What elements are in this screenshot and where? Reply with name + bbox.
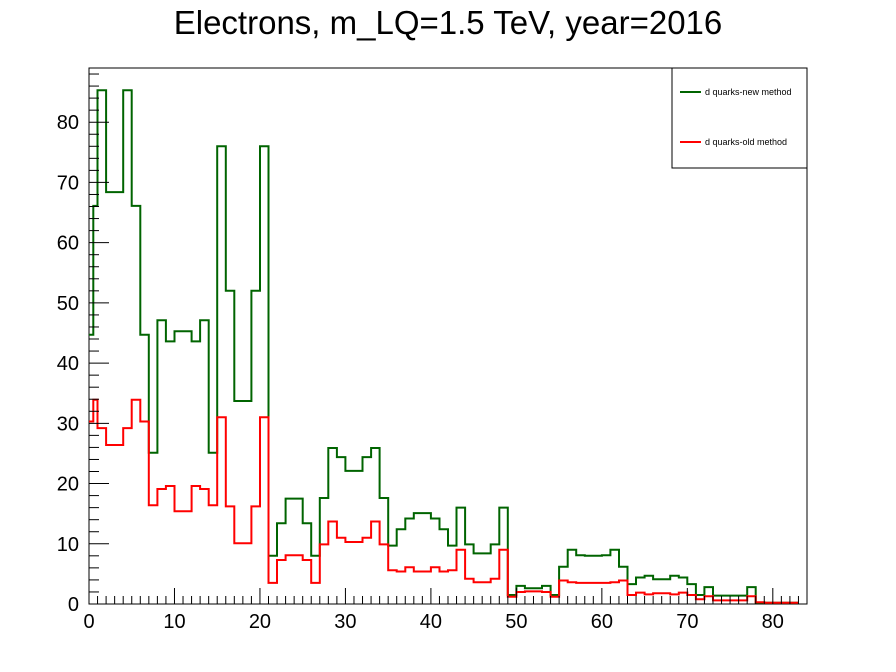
legend: d quarks-new method d quarks-old method [671, 67, 808, 169]
x-tick-label: 10 [163, 611, 185, 633]
legend-box [671, 67, 808, 169]
x-tick-label: 60 [591, 611, 613, 633]
y-tick-label: 0 [68, 594, 79, 616]
chart-title: Electrons, m_LQ=1.5 TeV, year=2016 [174, 4, 723, 41]
series-layer [89, 89, 799, 604]
y-tick-label: 30 [57, 413, 79, 435]
x-tick-label: 80 [762, 611, 784, 633]
series-line-1 [89, 398, 799, 604]
y-tick-label: 60 [57, 233, 79, 255]
y-tick-label: 50 [57, 293, 79, 315]
x-tick-label: 20 [249, 611, 271, 633]
tick-label-layer: 0 10 20 30 40 50 60 70 80 0 10 20 30 40 50 60 70 80 [57, 112, 784, 633]
x-tick-label: 0 [83, 611, 94, 633]
y-tick-label: 20 [57, 474, 79, 496]
legend-label-old-method: d quarks-old method [705, 137, 787, 147]
x-tick-label: 30 [334, 611, 356, 633]
y-tick-label: 70 [57, 172, 79, 194]
legend-label-new-method: d quarks-new method [705, 87, 792, 97]
x-tick-label: 70 [676, 611, 698, 633]
y-tick-label: 40 [57, 353, 79, 375]
y-tick-label: 10 [57, 534, 79, 556]
x-tick-label: 40 [420, 611, 442, 633]
y-tick-label: 80 [57, 112, 79, 134]
axis-layer [88, 73, 808, 605]
series-line-0 [89, 89, 799, 604]
x-tick-label: 50 [505, 611, 527, 633]
